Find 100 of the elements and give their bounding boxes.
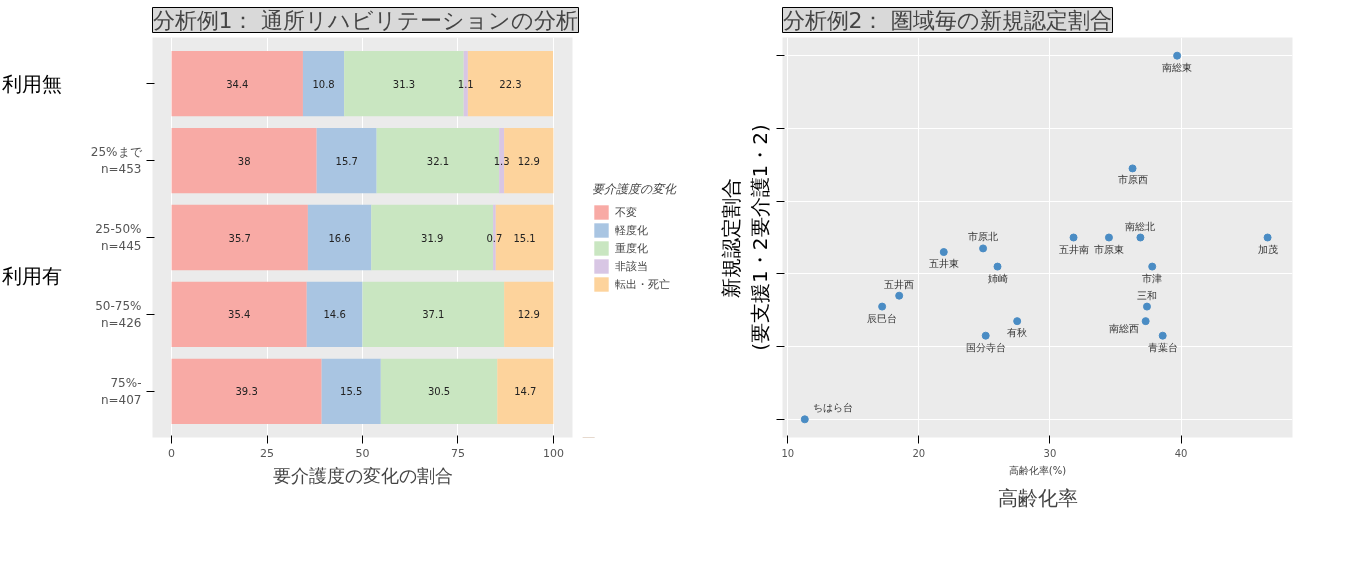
x-tick-label: 0: [168, 446, 176, 460]
data-label: 10.8: [312, 78, 335, 90]
y-tick-label: 75%- n=407: [100, 375, 142, 407]
data-label: 15.1: [513, 232, 536, 244]
text: 利用有: [1, 263, 62, 288]
point: [1128, 164, 1137, 173]
data-label: 12.9: [517, 155, 540, 167]
x-tick-label: 100: [542, 446, 564, 460]
chart-title: 分析例2： 圏域毎の新規認定割合: [782, 7, 1113, 33]
point: [1069, 233, 1078, 242]
legend-label: 転出・死亡: [615, 276, 670, 292]
bar: [316, 127, 377, 194]
x-tick-label: 50: [355, 446, 370, 460]
x-tick-label: 20: [912, 447, 926, 459]
data-label: 14.6: [323, 309, 346, 321]
y-tick-label: 25%まで n=453: [90, 145, 143, 176]
x-tick-label: 40: [1174, 447, 1188, 459]
legend-title: 要介護度の変化: [592, 181, 676, 198]
point: [1141, 317, 1150, 326]
data-label: 32.1: [426, 155, 450, 167]
bar: [171, 127, 317, 194]
annotation: ちはら台: [812, 402, 853, 414]
annotation: 有秋: [1007, 327, 1028, 339]
point: [993, 262, 1002, 271]
legend-label: 軽度化: [615, 222, 648, 238]
data-label: 22.3: [499, 78, 522, 90]
point: [800, 415, 809, 424]
annotation: 辰巳台: [867, 312, 898, 324]
data-label: 35.7: [228, 232, 251, 244]
y-axis-title: 新規認定割合 (要支援1・2要介護1・2): [718, 124, 772, 351]
data-label: 31.9: [421, 232, 444, 244]
x-axis-title: 高齢化率(%): [1008, 464, 1067, 476]
annotation: 国分寺台: [965, 341, 1006, 353]
legend-label: 不変: [615, 204, 637, 220]
bar: [307, 204, 372, 271]
point: [1013, 317, 1022, 326]
point: [1158, 331, 1167, 340]
bar: [171, 50, 303, 117]
x-tick-label: 30: [1043, 447, 1057, 459]
data-label: 1.1: [457, 78, 474, 90]
x-tick-label: 75: [450, 446, 465, 460]
annotation: 市原北: [968, 231, 999, 243]
data-label: 39.3: [235, 386, 258, 398]
data-label: 1.3: [493, 155, 510, 167]
data-label: 15.5: [340, 386, 363, 398]
bar: [504, 281, 554, 348]
annotation: 五井西: [884, 278, 915, 290]
legend-label: 重度化: [615, 240, 648, 256]
bar: [171, 281, 307, 348]
annotation: 五井南: [1058, 243, 1089, 255]
bar: [362, 281, 505, 348]
data-label: 38: [237, 155, 251, 167]
bar: [171, 358, 322, 425]
annotation: 三和: [1136, 289, 1157, 301]
x-tick-label: 10: [781, 447, 795, 459]
annotation: 南総西: [1108, 323, 1139, 335]
data-label: 31.3: [392, 78, 416, 90]
y-tick-label: 50-75% n=426: [95, 299, 142, 330]
point: [979, 244, 988, 253]
point: [895, 291, 904, 300]
text: 高齢化率: [997, 485, 1078, 510]
annotation: 南総東: [1162, 61, 1193, 73]
data-label: 0.7: [486, 232, 503, 244]
annotation: 姉崎: [987, 272, 1008, 284]
point: [1104, 233, 1113, 242]
text: 利用無: [1, 71, 62, 96]
point: [878, 302, 887, 311]
annotation: 市津: [1142, 272, 1163, 284]
point: [1173, 51, 1182, 60]
point: [1263, 233, 1272, 242]
data-label: 16.6: [328, 232, 351, 244]
bar: [171, 204, 308, 271]
data-label: 35.4: [228, 309, 251, 321]
point: [1148, 262, 1157, 271]
point: [939, 248, 948, 257]
bar: [306, 281, 363, 348]
annotation: 五井東: [928, 258, 959, 270]
chart-title: 分析例1： 通所リハビリテーションの分析: [152, 7, 579, 33]
data-label: 30.5: [427, 386, 451, 398]
data-label: 14.7: [514, 386, 537, 398]
x-tick-label: 25: [260, 446, 275, 460]
annotation: 市原西: [1117, 174, 1148, 186]
data-label: 34.4: [226, 78, 249, 90]
bar: [497, 358, 554, 425]
bar: [380, 358, 498, 425]
legend-label: 非該当: [615, 258, 648, 274]
annotation: 加茂: [1257, 243, 1278, 255]
x-axis-title: 要介護度の変化の割合: [272, 464, 453, 486]
point: [981, 331, 990, 340]
annotation: 南総北: [1125, 220, 1156, 232]
point: [1136, 233, 1145, 242]
y-tick-label: 25-50% n=445: [95, 222, 142, 253]
data-label: 12.9: [517, 309, 540, 321]
data-label: 37.1: [422, 309, 445, 321]
annotation: 青葉台: [1147, 341, 1178, 353]
annotation: 市原東: [1093, 243, 1124, 255]
bar: [302, 50, 345, 117]
bar: [321, 358, 381, 425]
point: [1142, 302, 1151, 311]
data-label: 15.7: [335, 155, 358, 167]
